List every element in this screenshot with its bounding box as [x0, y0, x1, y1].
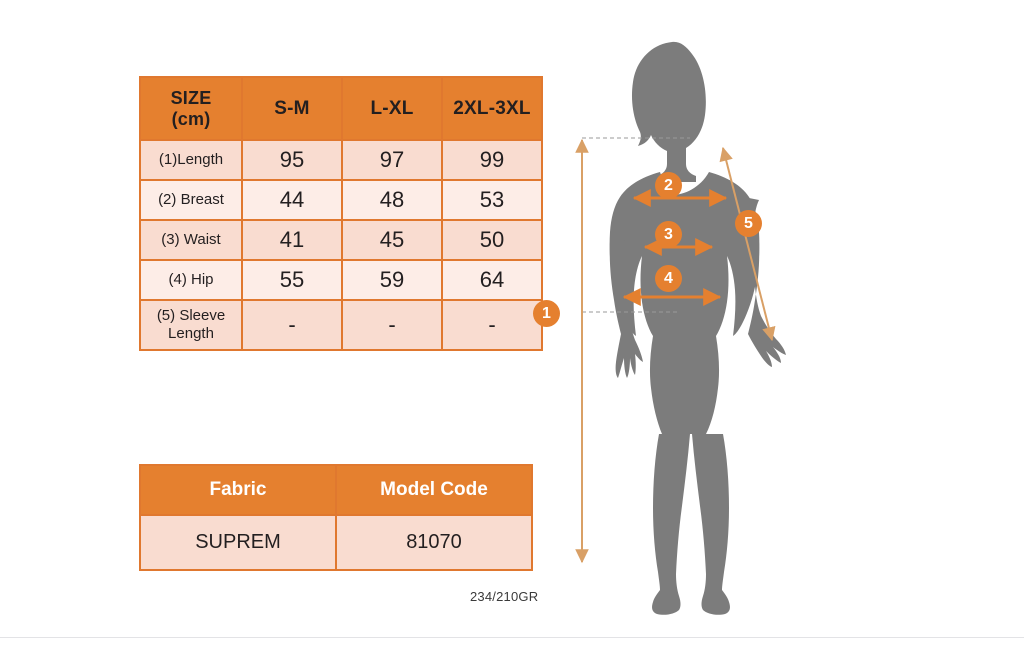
measure-arrow-5-sleeve: [719, 146, 776, 342]
value-model-code: 81070: [335, 514, 533, 571]
header-model-code: Model Code: [335, 464, 533, 516]
bottom-divider: [0, 637, 1024, 638]
table-row: (3) Waist 41 45 50: [139, 219, 543, 262]
cell-length-sm: 95: [241, 139, 343, 182]
cell-sleeve-2xl3xl: -: [441, 299, 543, 352]
cell-sleeve-sm: -: [241, 299, 343, 352]
cell-waist-sm: 41: [241, 219, 343, 262]
table-header-row: SIZE (cm) S-M L-XL 2XL-3XL: [139, 75, 543, 142]
table-row: (1)Length 95 97 99: [139, 139, 543, 182]
header-lxl: L-XL: [341, 75, 443, 142]
cell-waist-lxl: 45: [341, 219, 443, 262]
cell-length-lxl: 97: [341, 139, 443, 182]
mannequin-figure-area: [520, 20, 850, 620]
header-size-cm: SIZE (cm): [139, 75, 243, 142]
measurement-badge-4: 4: [655, 265, 682, 292]
cell-hip-lxl: 59: [341, 259, 443, 302]
fabric-value-row: SUPREM 81070: [139, 514, 533, 571]
fabric-model-table-container: Fabric Model Code SUPREM 81070: [139, 464, 533, 571]
measurement-badge-5: 5: [735, 210, 762, 237]
measurement-badge-1: 1: [533, 300, 560, 327]
header-2xl-3xl: 2XL-3XL: [441, 75, 543, 142]
header-fabric: Fabric: [139, 464, 337, 516]
size-chart-table: SIZE (cm) S-M L-XL 2XL-3XL (1)Length 95 …: [139, 75, 543, 352]
mannequin-silhouette: [609, 41, 786, 615]
header-size-line2: (cm): [171, 108, 211, 129]
header-sm: S-M: [241, 75, 343, 142]
table-row: (4) Hip 55 59 64: [139, 259, 543, 302]
cell-length-2xl3xl: 99: [441, 139, 543, 182]
cell-sleeve-lxl: -: [341, 299, 443, 352]
measurement-badge-2: 2: [655, 172, 682, 199]
fabric-weight-code: 234/210GR: [470, 589, 539, 604]
table-row: (5) Sleeve Length - - -: [139, 299, 543, 352]
header-size-line1: SIZE: [170, 88, 212, 108]
cell-breast-2xl3xl: 53: [441, 179, 543, 222]
cell-hip-2xl3xl: 64: [441, 259, 543, 302]
row-label-sleeve-length: (5) Sleeve Length: [139, 299, 243, 352]
cell-hip-sm: 55: [241, 259, 343, 302]
table-row: (2) Breast 44 48 53: [139, 179, 543, 222]
fabric-header-row: Fabric Model Code: [139, 464, 533, 516]
row-label-length: (1)Length: [139, 139, 243, 182]
fabric-model-table: Fabric Model Code SUPREM 81070: [139, 464, 533, 571]
cell-waist-2xl3xl: 50: [441, 219, 543, 262]
row-label-hip: (4) Hip: [139, 259, 243, 302]
value-fabric: SUPREM: [139, 514, 337, 571]
row-label-breast: (2) Breast: [139, 179, 243, 222]
measurement-badge-3: 3: [655, 221, 682, 248]
cell-breast-sm: 44: [241, 179, 343, 222]
row-label-waist: (3) Waist: [139, 219, 243, 262]
size-chart-table-container: SIZE (cm) S-M L-XL 2XL-3XL (1)Length 95 …: [139, 75, 543, 352]
cell-breast-lxl: 48: [341, 179, 443, 222]
